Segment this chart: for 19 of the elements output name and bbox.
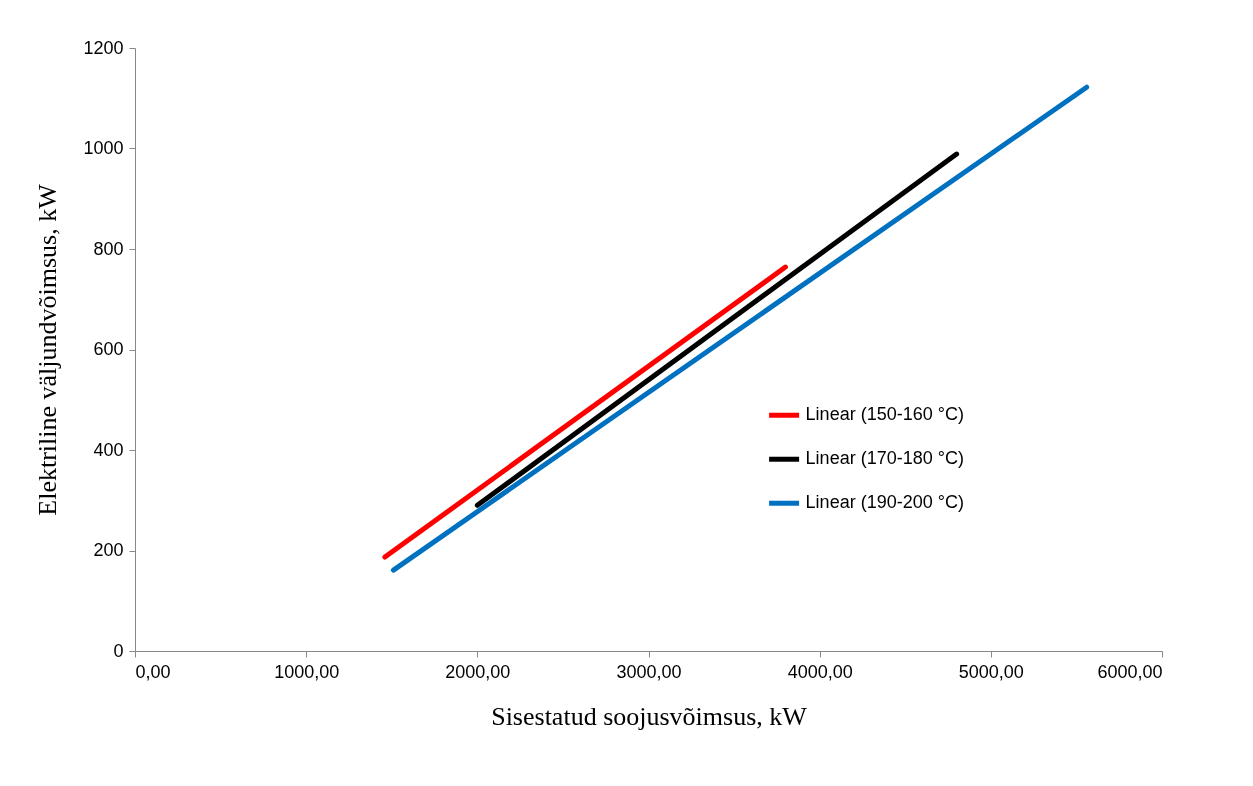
x-tick-label: 4000,00	[787, 661, 853, 682]
y-tick-label: 800	[93, 238, 124, 259]
y-tick-label: 0	[113, 640, 124, 661]
x-tick-label: 3000,00	[616, 661, 682, 682]
y-tick-label: 400	[93, 439, 124, 460]
legend-label: Linear (150-160 °C)	[805, 404, 964, 425]
x-tick-label: 5000,00	[958, 661, 1024, 682]
legend-label: Linear (190-200 °C)	[805, 492, 964, 513]
x-tick-label: 2000,00	[445, 661, 511, 682]
y-tick-label: 200	[93, 540, 124, 560]
y-tick-label: 600	[93, 339, 124, 359]
legend-label: Linear (170-180 °C)	[805, 448, 964, 469]
x-tick-label: 0,00	[135, 661, 171, 682]
y-tick-label: 1200	[83, 37, 124, 58]
y-tick-label: 1000	[83, 138, 124, 158]
x-axis-title: Sisestatud soojusvõimsus, kW	[491, 701, 808, 731]
x-tick-label: 6000,00	[1097, 661, 1163, 682]
y-axis-title: Elektriline väljundvõimsus, kW	[33, 183, 63, 516]
x-tick-label: 1000,00	[274, 661, 340, 682]
